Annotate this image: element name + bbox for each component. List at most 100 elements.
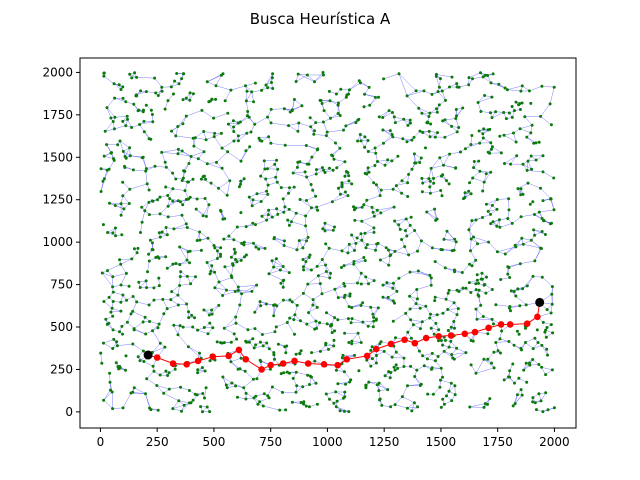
graph-node (105, 322, 109, 326)
graph-node (175, 72, 179, 75)
graph-node (256, 402, 260, 406)
graph-node (232, 130, 236, 133)
graph-node (365, 358, 369, 362)
graph-node (429, 276, 433, 280)
graph-node (486, 357, 490, 361)
graph-node (542, 219, 546, 223)
graph-node (552, 208, 556, 212)
graph-node (367, 85, 371, 89)
graph-node (258, 300, 262, 304)
graph-node (430, 367, 433, 371)
graph-node (374, 361, 378, 365)
graph-node (105, 143, 109, 147)
graph-node (328, 166, 331, 170)
graph-node (279, 372, 283, 376)
graph-node (448, 152, 452, 156)
graph-node (228, 179, 232, 183)
graph-node (121, 293, 125, 297)
graph-node (408, 270, 412, 274)
graph-node (374, 318, 378, 322)
graph-node (519, 215, 523, 219)
graph-node (500, 329, 504, 333)
graph-node (229, 255, 233, 259)
graph-node (483, 94, 487, 97)
graph-node (206, 236, 210, 240)
graph-node (479, 303, 483, 307)
graph-node (418, 161, 422, 164)
graph-node (270, 81, 273, 84)
graph-node (242, 386, 246, 390)
graph-node (217, 280, 221, 284)
graph-node (400, 238, 404, 241)
graph-node (527, 89, 531, 93)
graph-node (350, 317, 354, 321)
graph-node (472, 166, 476, 170)
graph-node (529, 131, 533, 135)
graph-node (334, 368, 338, 372)
graph-node (321, 71, 325, 74)
graph-node (236, 395, 239, 399)
graph-node (332, 338, 336, 342)
graph-node (222, 341, 226, 345)
graph-node (253, 81, 257, 85)
graph-node (222, 237, 226, 241)
graph-node (204, 138, 208, 142)
graph-node (340, 249, 344, 253)
graph-node (315, 148, 319, 152)
graph-node (201, 392, 205, 395)
graph-node (310, 155, 314, 159)
graph-node (455, 313, 459, 317)
graph-node (144, 279, 148, 283)
graph-node (385, 281, 389, 285)
graph-node (402, 365, 406, 368)
graph-node (176, 125, 180, 128)
graph-node (436, 90, 440, 94)
graph-node (402, 117, 406, 121)
graph-node (202, 326, 206, 329)
graph-node (388, 129, 392, 133)
graph-node (147, 200, 151, 204)
graph-node (490, 317, 494, 321)
graph-node (379, 188, 383, 192)
graph-node (286, 218, 290, 222)
graph-node (518, 127, 522, 131)
graph-node (364, 275, 368, 279)
graph-node (282, 239, 286, 243)
graph-node (393, 249, 397, 253)
graph-node (253, 310, 257, 314)
graph-node (125, 298, 129, 302)
graph-node (332, 401, 336, 405)
graph-node (239, 182, 242, 186)
graph-node (457, 290, 461, 293)
graph-node (149, 408, 153, 412)
graph-node (239, 211, 243, 215)
graph-node (447, 345, 451, 349)
graph-node (520, 84, 524, 88)
graph-node (343, 331, 347, 335)
graph-node (340, 266, 343, 269)
graph-node (513, 243, 517, 247)
graph-node (300, 104, 304, 108)
graph-node (489, 222, 493, 226)
graph-node (151, 329, 154, 333)
graph-node (455, 114, 458, 118)
path-point (320, 361, 328, 368)
graph-node (316, 274, 320, 278)
graph-node (432, 176, 435, 180)
graph-node (187, 310, 190, 314)
graph-node (225, 193, 229, 197)
graph-node (213, 270, 217, 274)
graph-node (486, 332, 490, 336)
graph-node (552, 176, 556, 180)
graph-node (430, 351, 434, 355)
graph-node (311, 298, 315, 302)
graph-node (195, 197, 199, 201)
graph-node (157, 276, 161, 280)
graph-node (259, 304, 263, 308)
graph-node (508, 305, 512, 308)
graph-node (272, 303, 275, 307)
graph-node (230, 381, 234, 385)
graph-node (99, 190, 103, 193)
graph-node (395, 289, 399, 293)
graph-node (507, 375, 510, 379)
